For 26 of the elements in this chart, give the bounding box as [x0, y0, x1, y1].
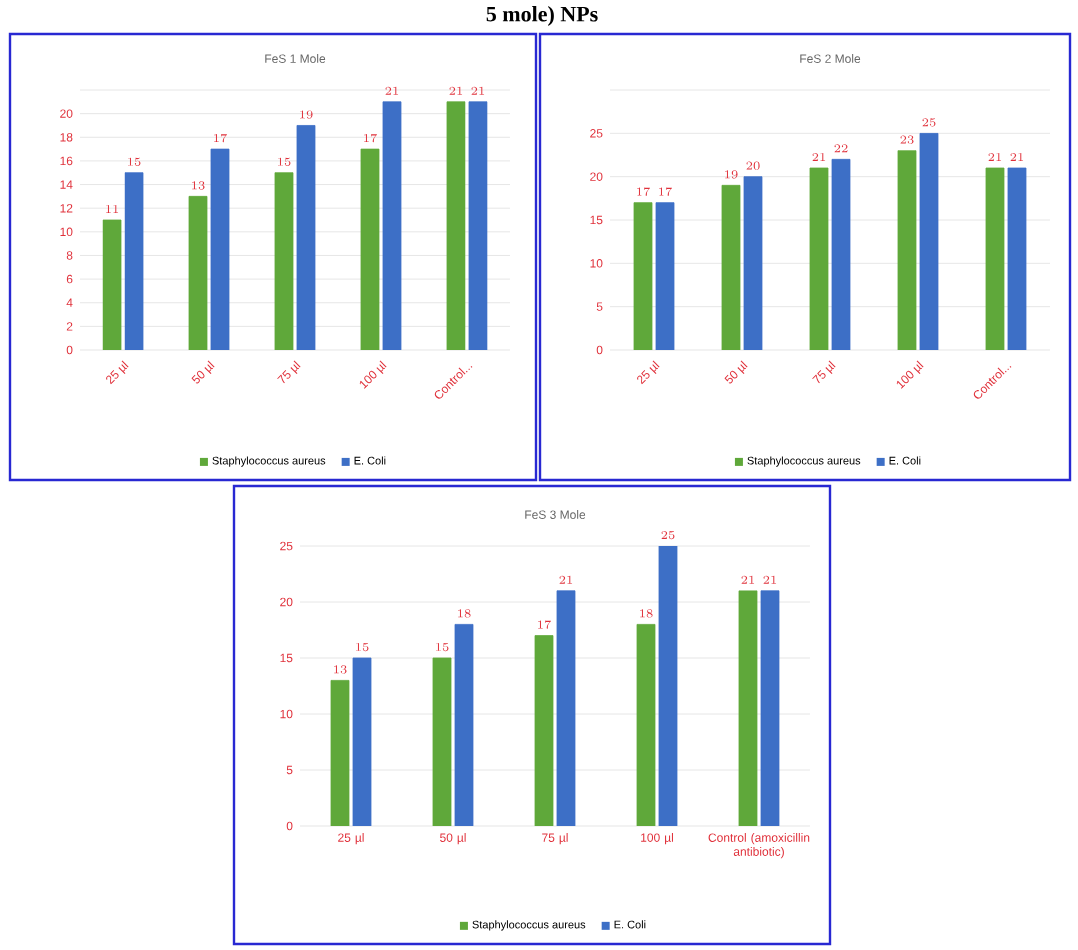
bar: [760, 590, 780, 826]
bar: [210, 148, 230, 350]
bar: [446, 101, 466, 350]
bar: [919, 132, 939, 350]
bar: [1007, 167, 1027, 350]
bar: [102, 219, 122, 350]
text: 5 mole) NPs: [486, 6, 598, 26]
bar: [743, 176, 763, 350]
bar: [274, 172, 294, 350]
bar: [738, 590, 758, 826]
bar: [658, 546, 678, 826]
bar: [468, 101, 488, 350]
bar: [382, 101, 402, 350]
bar: [534, 635, 554, 826]
bar: [454, 624, 474, 826]
bar: [330, 680, 350, 826]
bar: [188, 195, 208, 350]
bar: [124, 172, 144, 350]
bar: [296, 125, 316, 350]
bar: [352, 657, 372, 826]
bar: [556, 590, 576, 826]
bar: [831, 158, 851, 350]
bar: [655, 202, 675, 350]
bar: [432, 657, 452, 826]
bar: [636, 624, 656, 826]
bar: [360, 148, 380, 350]
